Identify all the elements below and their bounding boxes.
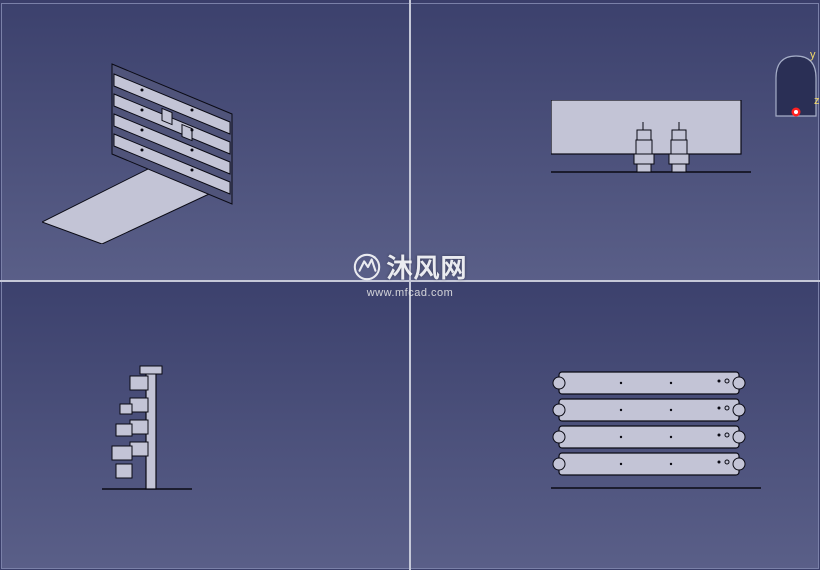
pane-top[interactable] — [410, 3, 819, 281]
pane-bg — [2, 282, 410, 569]
model-front — [551, 368, 761, 498]
cad-viewport[interactable]: y z 沐风网 www.mfcad.com — [0, 0, 820, 570]
model-top — [551, 100, 751, 180]
model-isometric — [42, 54, 262, 244]
divider-vertical[interactable] — [409, 0, 411, 570]
model-side — [102, 364, 192, 504]
pane-isometric[interactable] — [1, 3, 410, 281]
pane-side[interactable] — [1, 281, 410, 569]
pane-front[interactable] — [410, 281, 819, 569]
